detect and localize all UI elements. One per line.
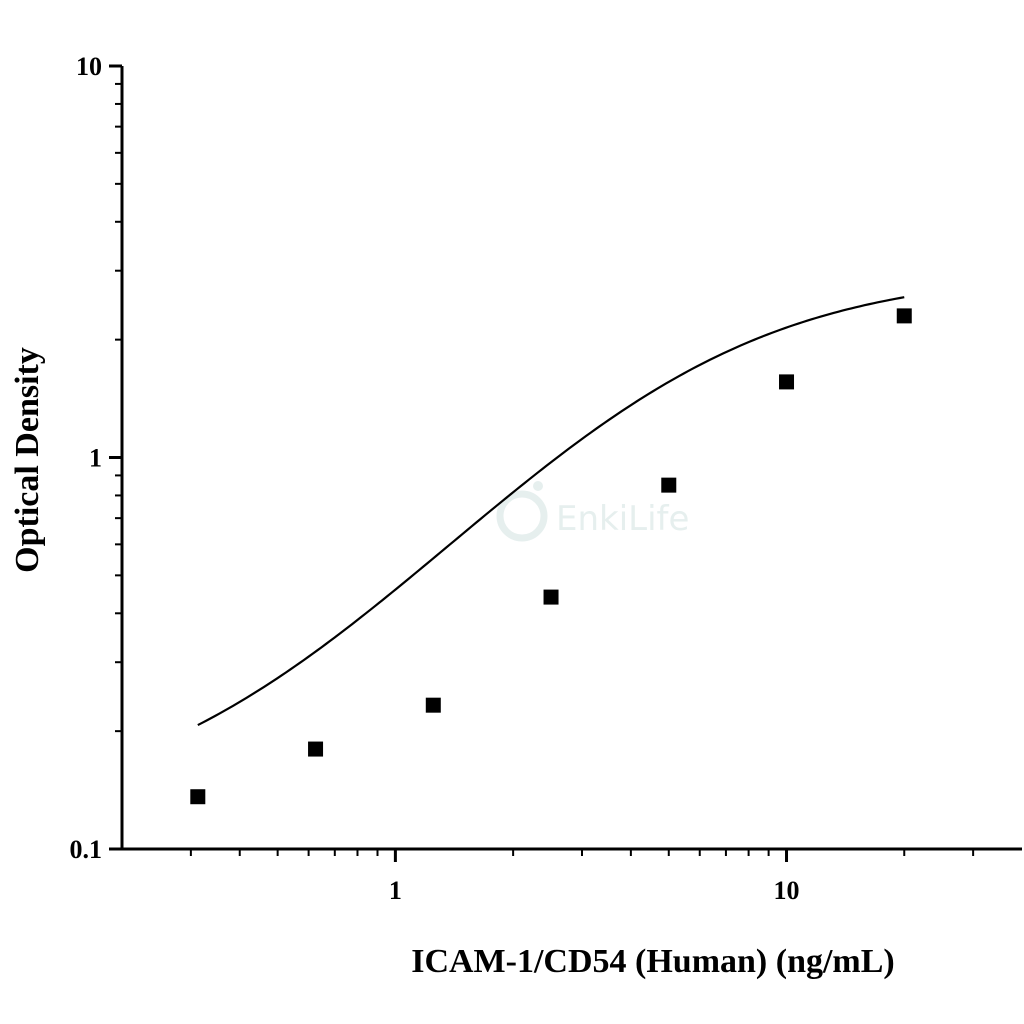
y-tick-label: 10 — [76, 52, 102, 81]
watermark-logo-icon — [496, 490, 548, 542]
watermark-text: EnkiLife — [556, 499, 689, 539]
x-tick-label: 1 — [389, 876, 402, 905]
y-tick-label: 0.1 — [70, 835, 103, 864]
watermark-logo-dot-icon — [533, 481, 543, 491]
x-axis-title: ICAM-1/CD54 (Human) (ng/mL) — [411, 943, 895, 980]
data-point — [308, 741, 324, 757]
data-point — [190, 789, 206, 805]
axes: 0.1 1 10 1 10 — [70, 52, 1022, 905]
y-tick-label: 1 — [89, 444, 102, 473]
data-points-layer — [190, 308, 912, 805]
x-tick-label: 10 — [774, 876, 800, 905]
data-point — [543, 589, 559, 605]
data-point — [896, 308, 912, 324]
watermark: EnkiLife — [496, 481, 689, 542]
fit-curve-layer — [197, 296, 905, 727]
data-point — [661, 477, 677, 493]
data-point — [779, 374, 795, 390]
data-point — [425, 697, 441, 713]
fit-curve-line — [197, 296, 905, 727]
y-axis-title: Optical Density — [9, 347, 46, 573]
